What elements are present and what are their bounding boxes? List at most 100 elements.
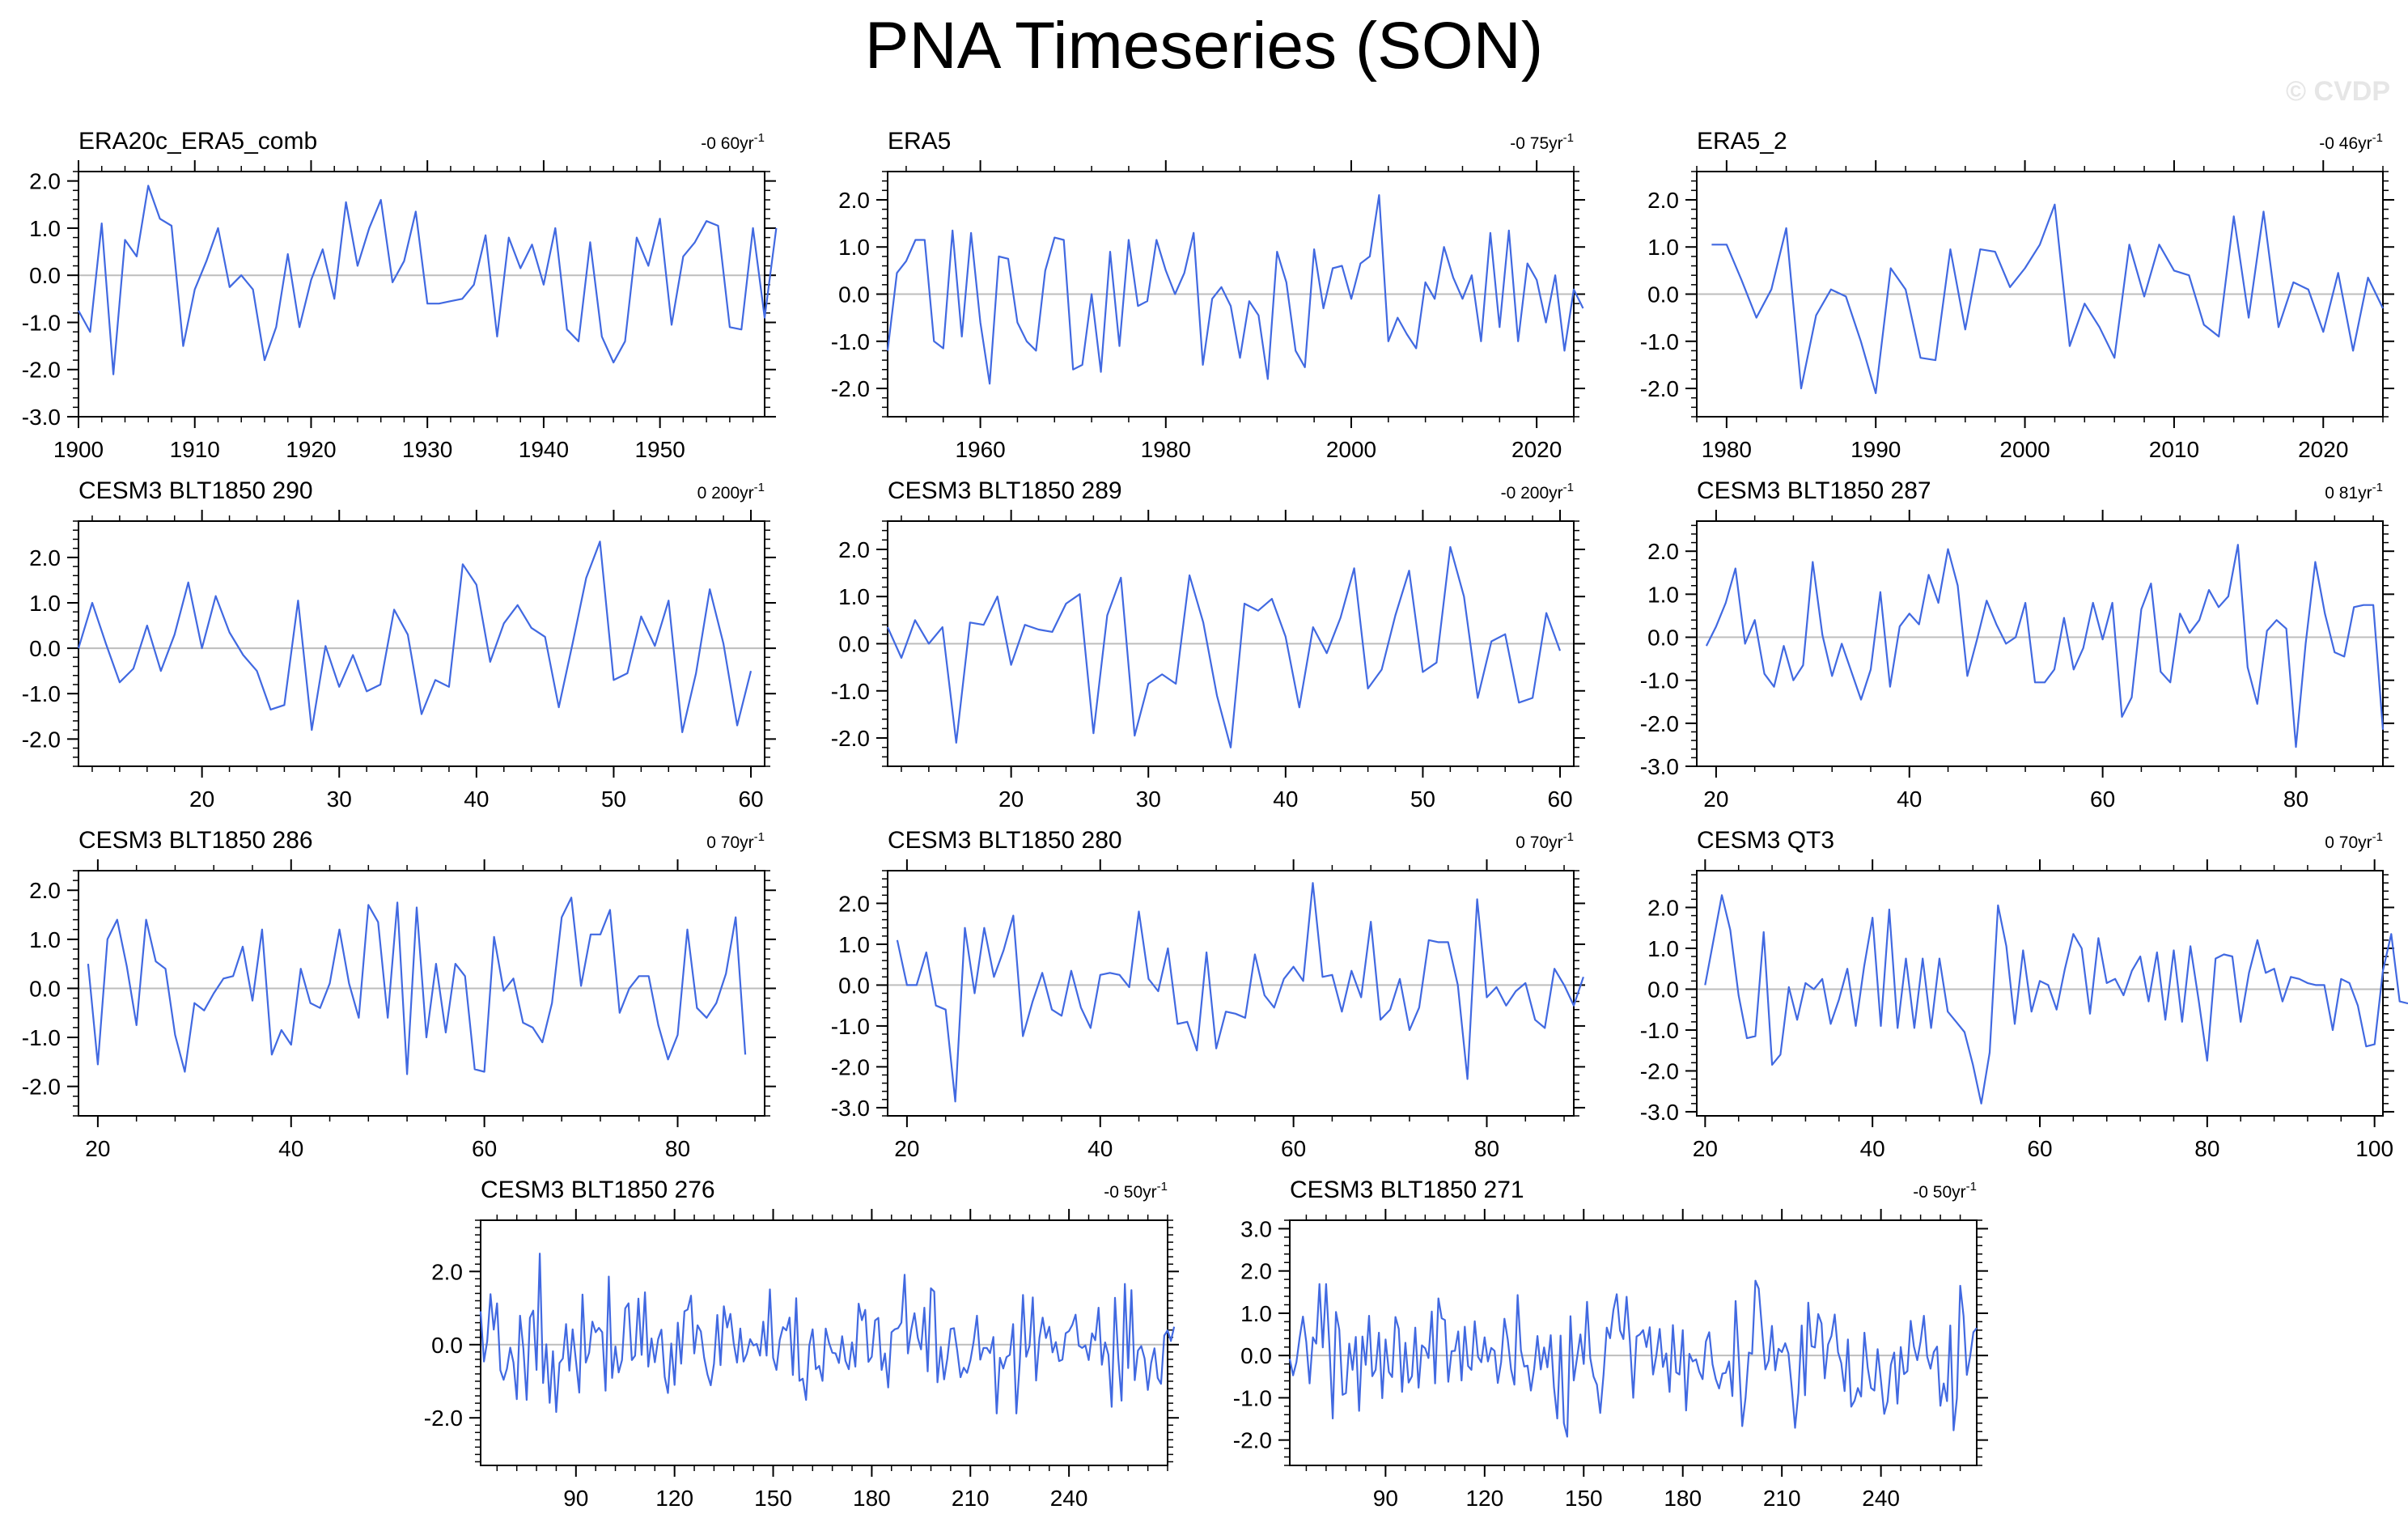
y-tick-label: 1.0 (838, 235, 870, 260)
y-tick-label: 0.0 (29, 263, 61, 288)
trend-unit: -1 (2372, 481, 2383, 494)
y-tick-label: 0.0 (1240, 1343, 1272, 1368)
y-tick-label: -2.0 (1233, 1428, 1272, 1453)
y-tick-label: -1.0 (831, 1014, 870, 1039)
x-tick-label: 60 (738, 787, 763, 812)
plot-frame (78, 171, 765, 418)
series-line (1711, 203, 2384, 394)
y-tick-label: -3.0 (831, 1096, 870, 1121)
y-tick-label: 3.0 (1240, 1216, 1272, 1241)
y-tick-label: -1.0 (1233, 1385, 1272, 1410)
x-tick-label: 50 (1410, 787, 1435, 812)
x-tick-label: 60 (472, 1136, 497, 1161)
y-tick-label: 2.0 (1647, 895, 1679, 920)
x-tick-label: 90 (1373, 1486, 1398, 1511)
y-tick-label: 2.0 (1240, 1259, 1272, 1284)
x-tick-label: 180 (1664, 1486, 1702, 1511)
y-tick-label: 1.0 (29, 927, 61, 952)
y-tick-label: 2.0 (29, 169, 61, 194)
panel-trend: 0 70yr-1 (1516, 830, 1574, 852)
y-tick-label: -2.0 (22, 358, 61, 383)
x-tick-label: 40 (1897, 787, 1922, 812)
panel-title: ERA5_2 (1697, 128, 1787, 155)
series-line (1704, 894, 2408, 1105)
x-tick-label: 30 (1136, 787, 1161, 812)
trend-unit: -1 (754, 131, 765, 145)
panel-title: CESM3 BLT1850 286 (78, 827, 313, 854)
panel-9: 2.0 1.0 0.0 -1.0 -2.0 -3.0 20 40 60 80 100 CESM3 QT… (1640, 827, 2408, 1161)
x-tick-label: 150 (1565, 1486, 1603, 1511)
y-tick-label: -2.0 (1640, 711, 1679, 736)
panel-4: 2.0 1.0 0.0 -1.0 -2.0 20 30 40 50 60 CESM3 BLT1850… (22, 477, 776, 812)
x-tick-label: 1930 (402, 437, 452, 462)
x-tick-label: 80 (665, 1136, 690, 1161)
series-line (479, 1253, 1176, 1414)
x-tick-label: 2000 (1326, 437, 1376, 462)
panel-7: 2.0 1.0 0.0 -1.0 -2.0 20 40 60 80 CESM3 BLT1850 2… (22, 827, 776, 1161)
y-tick-label: 2.0 (838, 891, 870, 916)
trend-value: 0 70yr (706, 833, 753, 852)
x-tick-label: 60 (2090, 787, 2115, 812)
y-tick-label: 1.0 (838, 584, 870, 609)
y-tick-label: 1.0 (29, 591, 61, 616)
panel-trend: 0 200yr-1 (697, 481, 765, 502)
y-tick-label: 2.0 (838, 188, 870, 213)
series-line (1288, 1279, 1978, 1438)
panel-trend: -0 46yr-1 (2319, 131, 2383, 153)
y-tick-label: 0.0 (838, 282, 870, 307)
trend-unit: -1 (1966, 1180, 1977, 1194)
y-tick-label: 1.0 (29, 216, 61, 241)
panel-5: 2.0 1.0 0.0 -1.0 -2.0 20 30 40 50 60 CESM3 BLT1850… (831, 477, 1585, 812)
y-tick-label: -2.0 (831, 376, 870, 401)
y-tick-label: 1.0 (1647, 235, 1679, 260)
y-tick-label: -2.0 (424, 1406, 463, 1431)
y-tick-label: 2.0 (29, 545, 61, 570)
panel-11: 3.0 2.0 1.0 0.0 -1.0 -2.0 90 120 150 180 210 240 CES… (1233, 1177, 1988, 1511)
y-tick-label: -2.0 (22, 1075, 61, 1100)
panel-trend: 0 70yr-1 (2325, 830, 2383, 852)
trend-value: -0 50yr (1104, 1183, 1156, 1202)
trend-unit: -1 (1563, 830, 1574, 844)
panel-trend: -0 50yr-1 (1913, 1180, 1977, 1202)
series-line (886, 194, 1584, 385)
panel-trend: 0 81yr-1 (2325, 481, 2383, 502)
x-tick-label: 40 (1087, 1136, 1113, 1161)
series-line (896, 882, 1584, 1103)
x-tick-label: 1910 (170, 437, 220, 462)
y-tick-label: 2.0 (1647, 539, 1679, 564)
series-line (78, 184, 778, 375)
x-tick-label: 1960 (955, 437, 1005, 462)
panel-title: CESM3 QT3 (1697, 827, 1834, 854)
x-tick-label: 1980 (1702, 437, 1752, 462)
y-tick-label: -1.0 (22, 1025, 61, 1050)
trend-value: -0 75yr (1510, 134, 1562, 153)
y-tick-label: 1.0 (1647, 582, 1679, 607)
panel-1: 2.0 1.0 0.0 -1.0 -2.0 -3.0 1900 1910 1920 1930 194… (22, 128, 778, 462)
y-tick-label: -3.0 (1640, 1100, 1679, 1125)
panel-trend: -0 60yr-1 (701, 131, 765, 153)
x-tick-label: 80 (2194, 1136, 2219, 1161)
trend-value: 0 70yr (1516, 833, 1562, 852)
y-tick-label: -1.0 (22, 310, 61, 335)
x-tick-label: 210 (1763, 1486, 1801, 1511)
y-tick-label: -1.0 (22, 681, 61, 706)
figure-title: PNA Timeseries (SON) (864, 9, 1544, 83)
y-tick-label: 0.0 (1647, 282, 1679, 307)
trend-unit: -1 (2372, 131, 2383, 145)
y-tick-label: 1.0 (1647, 936, 1679, 961)
x-tick-label: 1990 (1851, 437, 1901, 462)
series-line (77, 541, 752, 734)
y-tick-label: -1.0 (831, 329, 870, 354)
panel-title: ERA5 (888, 128, 951, 155)
trend-value: -0 200yr (1501, 484, 1563, 502)
x-tick-label: 2000 (1999, 437, 2050, 462)
y-tick-label: 0.0 (838, 632, 870, 657)
x-tick-label: 50 (601, 787, 626, 812)
y-tick-label: -1.0 (1640, 1018, 1679, 1043)
x-tick-label: 120 (1465, 1486, 1503, 1511)
trend-value: 0 81yr (2325, 484, 2372, 502)
x-tick-label: 1980 (1141, 437, 1191, 462)
panel-title: CESM3 BLT1850 290 (78, 477, 313, 504)
trend-unit: -1 (1563, 481, 1574, 494)
